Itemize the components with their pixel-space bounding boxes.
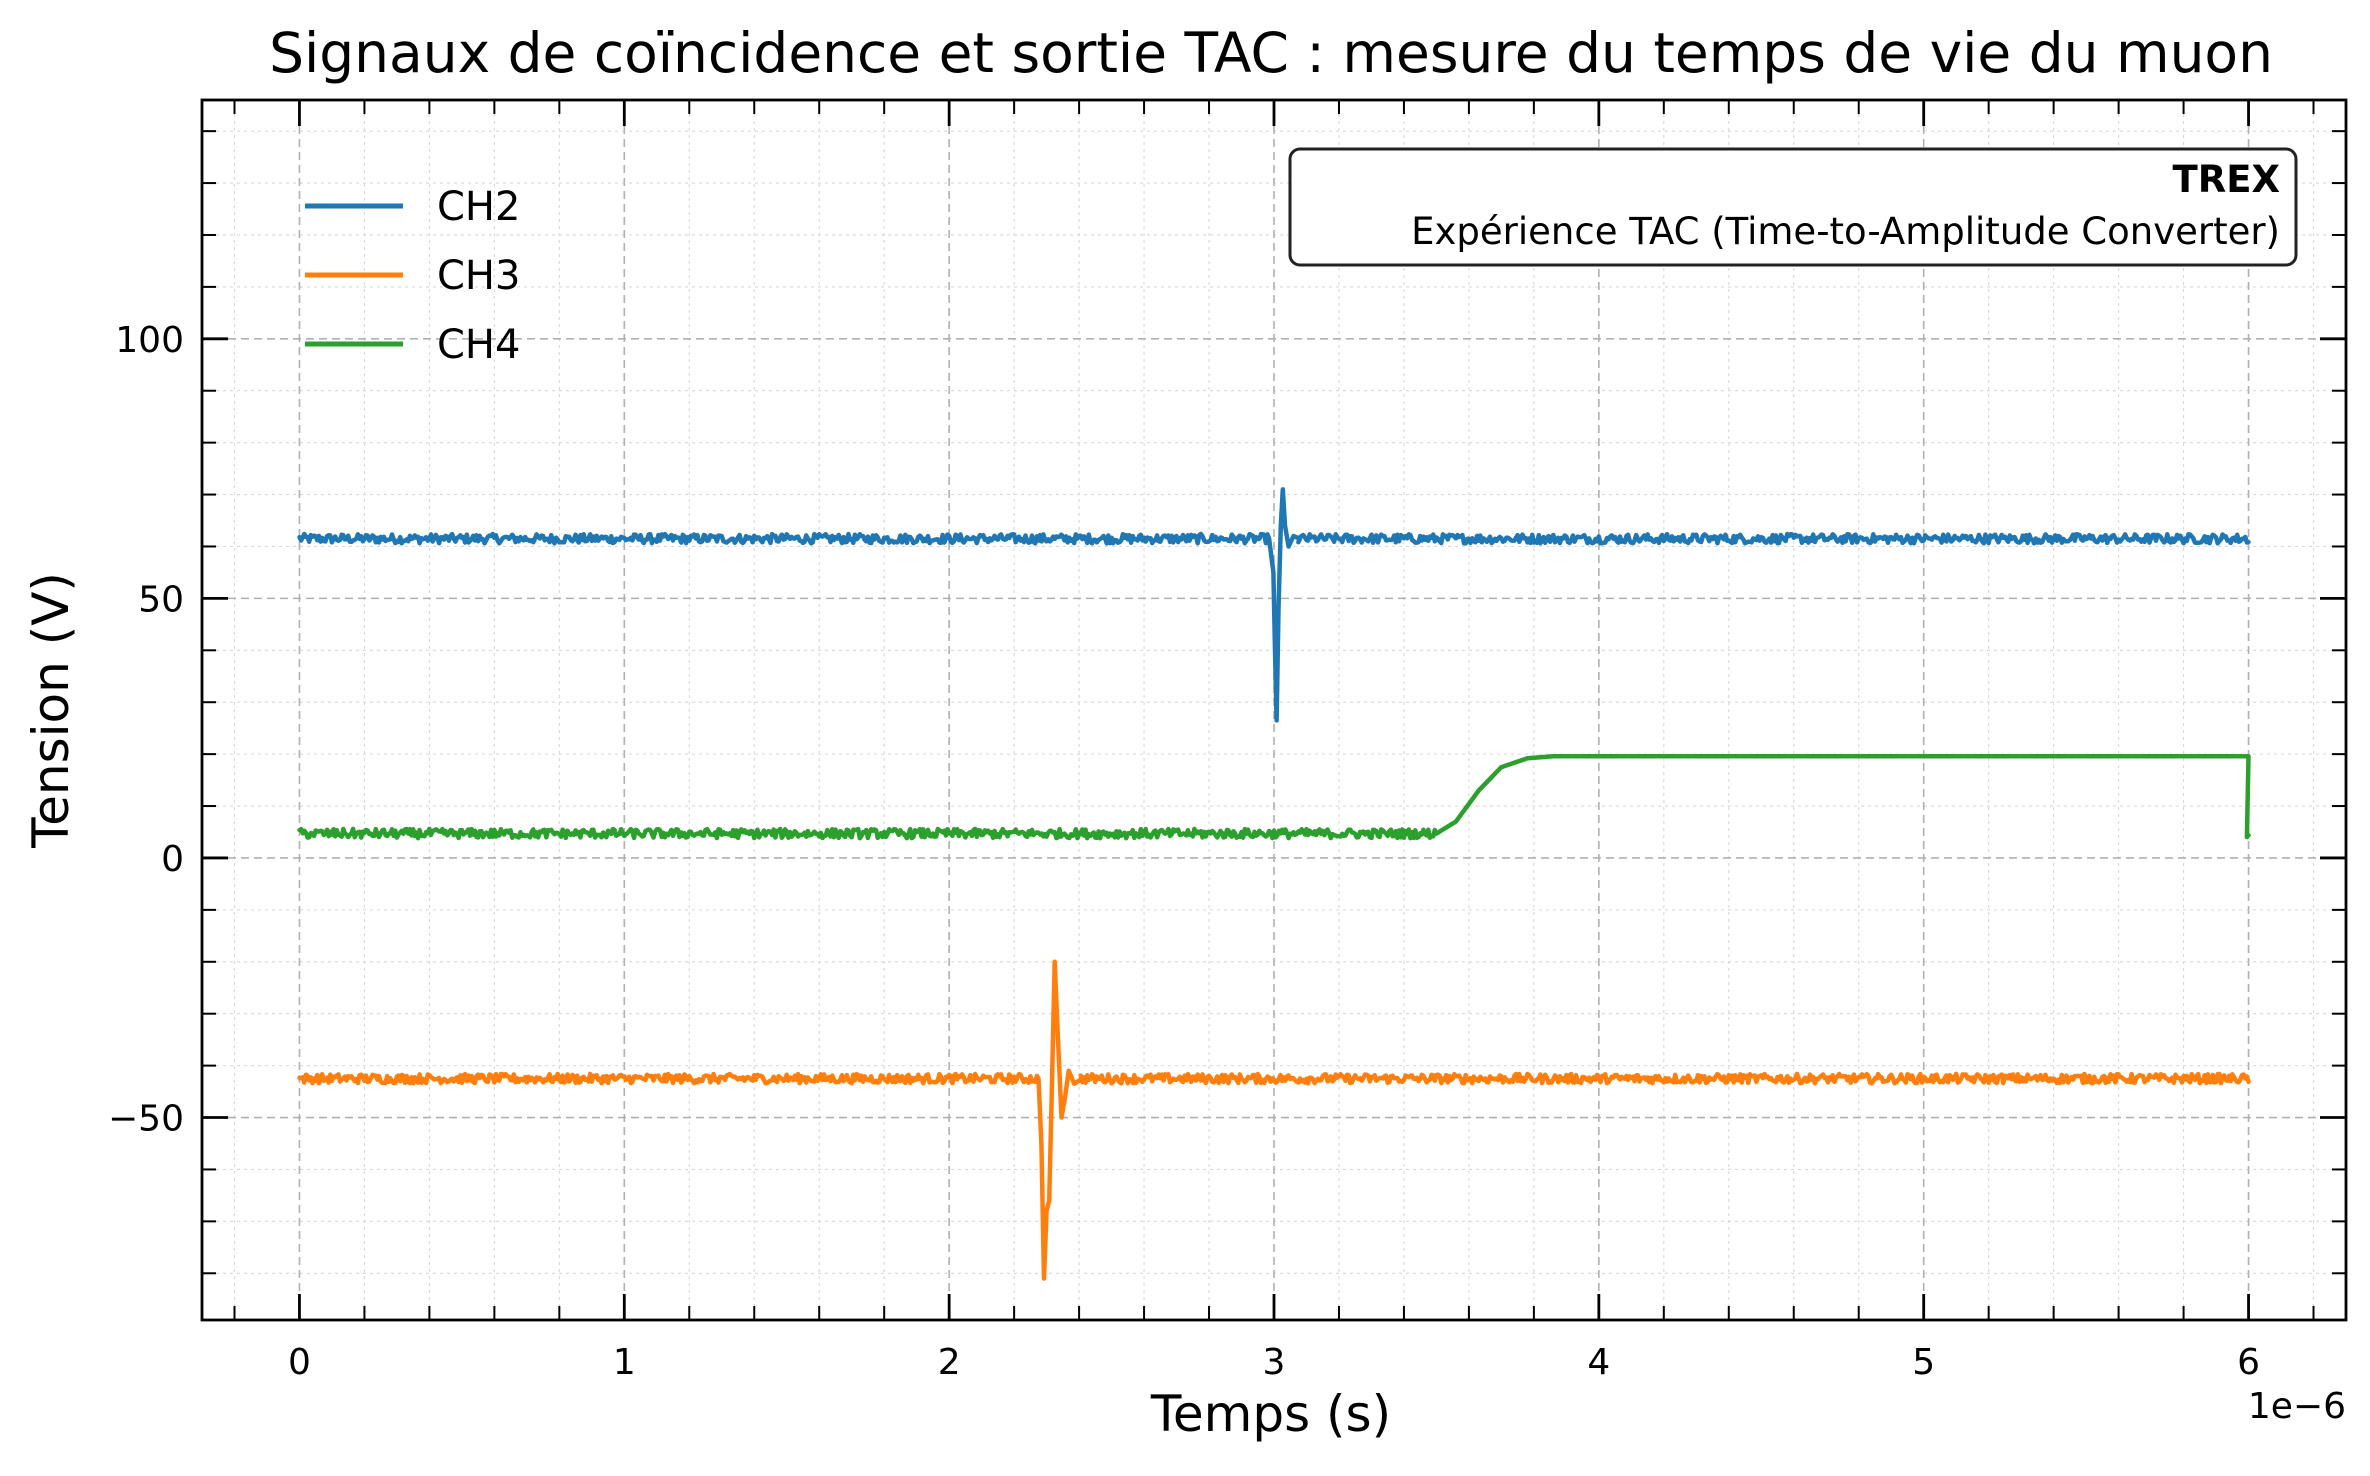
- series-line-ch4: [297, 753, 2251, 841]
- y-tick-label: 50: [138, 579, 184, 620]
- x-tick-label: 5: [1912, 1342, 1935, 1383]
- plot-frame: [200, 98, 2348, 1322]
- tick-labels: 0 1 2 3 4 5 6 −50 0 50 100: [108, 320, 2260, 1383]
- series-line-ch3: [297, 959, 2251, 1281]
- legend-label-ch2: CH2: [437, 184, 520, 230]
- x-tick-label: 3: [1263, 1342, 1286, 1383]
- y-tick-label: 0: [161, 839, 184, 880]
- info-box: TREX Expérience TAC (Time-to-Amplitude C…: [1288, 147, 2298, 267]
- y-tick-label: −50: [108, 1099, 184, 1140]
- legend-label-ch4: CH4: [437, 322, 520, 368]
- legend-label-ch3: CH3: [437, 253, 520, 299]
- y-tick-label: 100: [115, 320, 184, 361]
- axis-ticks: [202, 100, 2346, 1320]
- legend: CH2 CH3 CH4: [305, 184, 520, 368]
- x-tick-label: 6: [2237, 1342, 2260, 1383]
- y-axis-label: Tension (V): [22, 572, 80, 849]
- major-grid: [202, 100, 2346, 1320]
- series-layer: [297, 487, 2251, 1281]
- info-box-frame: [1288, 147, 2298, 267]
- x-tick-label: 4: [1587, 1342, 1610, 1383]
- x-tick-label: 1: [613, 1342, 636, 1383]
- x-tick-label: 0: [288, 1342, 311, 1383]
- x-tick-label: 2: [938, 1342, 961, 1383]
- chart-title: Signaux de coïncidence et sortie TAC : m…: [269, 21, 2273, 85]
- info-box-subtitle: Expérience TAC (Time-to-Amplitude Conver…: [1411, 210, 2280, 253]
- series-line-ch2: [297, 487, 2251, 723]
- info-box-title: TREX: [2172, 158, 2280, 201]
- x-axis-label: Temps (s): [1150, 1385, 1391, 1443]
- x-offset-label: 1e−6: [2248, 1386, 2346, 1427]
